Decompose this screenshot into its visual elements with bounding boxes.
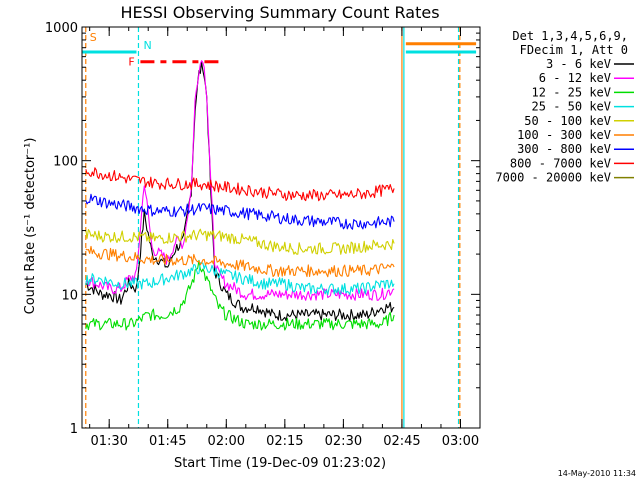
x-tick-label: 02:45	[383, 434, 420, 449]
x-tick-label: 02:30	[325, 434, 362, 449]
x-axis-label: Start Time (19-Dec-09 01:23:02)	[174, 456, 386, 471]
marker-label-n: N	[143, 39, 151, 52]
legend-header-line-2: FDecim 1, Att 0	[520, 43, 628, 57]
y-axis-label: Count Rate (s⁻¹ detector⁻¹)	[23, 138, 38, 315]
legend-label-100-300-kev: 100 - 300 keV	[517, 128, 611, 142]
series-line-100-300-kev	[85, 245, 395, 278]
legend-label-12-25-kev: 12 - 25 keV	[532, 85, 611, 99]
y-tick-label: 1	[70, 422, 78, 437]
y-tick-label: 10	[61, 288, 78, 303]
x-tick-label: 01:30	[90, 434, 127, 449]
legend-label-6-12-kev: 6 - 12 keV	[539, 71, 611, 85]
legend-label-25-50-kev: 25 - 50 keV	[532, 100, 611, 114]
series-line-800-7000-kev	[85, 167, 395, 202]
plot-area: S NF	[82, 27, 477, 428]
x-tick-label: 02:15	[266, 434, 303, 449]
series-line-300-800-kev	[85, 193, 395, 230]
legend-label-3-6-kev: 3 - 6 keV	[546, 57, 611, 71]
plot-frame	[81, 26, 481, 429]
legend-label-50-100-kev: 50 - 100 keV	[524, 114, 611, 128]
legend-label-300-800-kev: 300 - 800 keV	[517, 142, 611, 156]
chart-title: HESSI Observing Summary Count Rates	[120, 3, 439, 22]
marker-label-s: S	[90, 31, 97, 44]
series-line-6-12-kev	[85, 60, 395, 301]
series-line-50-100-kev	[85, 228, 395, 255]
legend-header-line-1: Det 1,3,4,5,6,9,	[512, 29, 628, 43]
y-tick-label: 100	[53, 155, 78, 170]
x-tick-label: 03:00	[442, 434, 479, 449]
series-line-12-25-kev	[85, 259, 395, 331]
axes: 1 10 100 1000 01:30 01:45 02:00 02:15 02:30 02:45…	[45, 21, 481, 449]
footer-timestamp: 14-May-2010 11:34	[558, 469, 636, 478]
marker-label-f: F	[128, 56, 134, 69]
legend-label-800-7000-kev: 800 - 7000 keV	[510, 156, 611, 170]
legend-header: Det 1,3,4,5,6,9, FDecim 1, Att 0	[512, 29, 628, 57]
y-tick-label: 1000	[45, 21, 78, 36]
legend-label-7000-20000-kev: 7000 - 20000 keV	[495, 171, 611, 185]
x-tick-label: 02:00	[208, 434, 245, 449]
series-line-25-50-kev	[85, 262, 395, 296]
x-tick-label: 01:45	[149, 434, 186, 449]
